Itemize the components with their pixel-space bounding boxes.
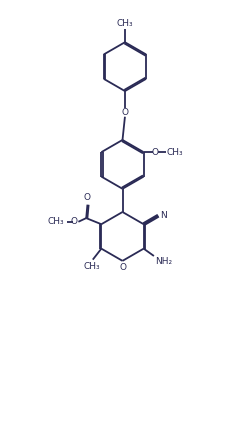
Text: CH₃: CH₃	[167, 148, 184, 156]
Text: N: N	[160, 211, 167, 220]
Text: O: O	[84, 193, 91, 202]
Text: CH₃: CH₃	[84, 262, 100, 271]
Text: O: O	[119, 262, 126, 271]
Text: O: O	[70, 217, 77, 226]
Text: O: O	[122, 108, 128, 117]
Text: O: O	[151, 148, 158, 156]
Text: CH₃: CH₃	[117, 19, 133, 28]
Text: NH₂: NH₂	[155, 257, 172, 266]
Text: CH₃: CH₃	[48, 217, 64, 226]
